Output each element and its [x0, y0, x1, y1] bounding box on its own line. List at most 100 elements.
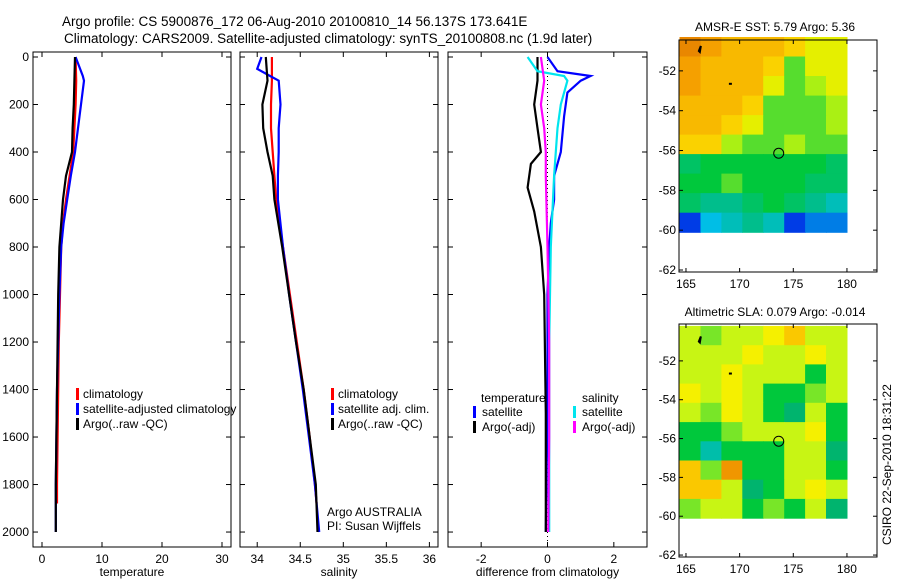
x-axis-label: temperature — [100, 565, 165, 579]
heatmap-cell — [742, 76, 764, 97]
map-title: AMSR-E SST: 5.79 Argo: 5.36 — [695, 20, 855, 34]
heatmap-cell — [742, 364, 764, 385]
heatmap-cell — [679, 212, 701, 233]
x-tick-label: 170 — [730, 562, 750, 576]
heatmap-cell — [763, 134, 785, 155]
heatmap-cell — [784, 37, 806, 58]
heatmap-cell — [805, 460, 827, 481]
y-tick-label: -62 — [659, 548, 677, 562]
x-tick-label: 0 — [544, 552, 551, 566]
heatmap-cell — [721, 154, 743, 175]
heatmap-cell — [805, 76, 827, 97]
heatmap-cell — [763, 115, 785, 136]
heatmap-cell — [784, 212, 806, 233]
y-tick-label: -56 — [659, 144, 677, 158]
heatmap-cell — [826, 76, 848, 97]
heatmap-cell — [826, 325, 848, 346]
figure-title-line2: Climatology: CARS2009. Satellite-adjuste… — [64, 31, 592, 46]
legend-label: Argo(..raw -QC) — [338, 417, 423, 431]
heatmap-cell — [742, 422, 764, 442]
heatmap-cell — [721, 460, 743, 481]
heatmap-cell — [721, 383, 743, 404]
heatmap-cell — [763, 95, 785, 116]
heatmap-cell — [784, 115, 806, 136]
heatmap-cell — [742, 402, 764, 423]
x-tick-label: -2 — [476, 552, 487, 566]
heatmap-cell — [784, 441, 806, 462]
heatmap-cell — [805, 325, 827, 346]
salinity-panel: 34 34.5 35 35.5 36 salinity climatologysatelli… — [239, 51, 439, 579]
float-position-marker — [773, 435, 785, 447]
heatmap-cell — [826, 422, 848, 442]
heatmap-cell — [763, 479, 785, 500]
y-tick-label: -62 — [659, 263, 677, 277]
legend-swatch — [573, 421, 576, 433]
y-tick-label: -58 — [659, 470, 677, 484]
heatmap-cell — [805, 37, 827, 58]
heatmap-cell — [700, 37, 722, 58]
legend-label: climatology — [83, 387, 143, 401]
map-frame — [678, 323, 878, 558]
heatmap-cell — [784, 422, 806, 442]
heatmap-cell — [721, 134, 743, 155]
x-axis-label: difference from climatology — [476, 565, 619, 579]
legend-header-salinity: salinity — [582, 391, 619, 405]
legend-label: satellite — [482, 405, 523, 419]
heatmap-cell — [742, 325, 764, 346]
island-marker — [728, 372, 732, 375]
heatmap-cell — [679, 56, 701, 77]
y-tick-label: 200 — [9, 97, 29, 111]
heatmap-cell — [826, 115, 848, 136]
heatmap-cell — [763, 325, 785, 346]
heatmap-cell — [805, 115, 827, 136]
heatmap-cell — [742, 498, 764, 519]
legend-label: satellite adj. clim. — [338, 402, 429, 416]
heatmap-cell — [805, 383, 827, 404]
heatmap-cell — [721, 37, 743, 58]
x-tick-label: 34 — [251, 552, 265, 566]
island-marker — [697, 336, 702, 345]
heatmap-cell — [742, 173, 764, 194]
float-position-marker — [773, 147, 785, 159]
heatmap-cell — [679, 115, 701, 136]
heatmap-cell — [700, 212, 722, 233]
heatmap-cell — [805, 345, 827, 365]
x-tick-label: 180 — [837, 562, 857, 576]
island-marker — [728, 82, 732, 85]
heatmap-cell — [742, 115, 764, 136]
heatmap-cell — [784, 498, 806, 519]
legend-swatch — [331, 388, 334, 400]
x-tick-label: 34.5 — [289, 552, 313, 566]
x-tick-label: 170 — [730, 277, 750, 291]
heatmap-cell — [721, 345, 743, 365]
heatmap-cell — [700, 402, 722, 423]
y-tick-label: -54 — [659, 393, 677, 407]
legend-swatch — [76, 403, 79, 415]
heatmap-cell — [805, 56, 827, 77]
heatmap-cell — [784, 95, 806, 116]
y-tick-label: 1200 — [2, 335, 29, 349]
legend-label: Argo(..raw -QC) — [83, 417, 168, 431]
heatmap-cell — [826, 154, 848, 175]
heatmap-cell — [763, 154, 785, 175]
heatmap-cell — [763, 460, 785, 481]
x-axis-label: salinity — [321, 565, 358, 579]
x-tick-label: 165 — [676, 277, 696, 291]
heatmap-cell — [700, 460, 722, 481]
heatmap-cell — [721, 76, 743, 97]
heatmap-cell — [763, 402, 785, 423]
heatmap-cell — [763, 193, 785, 214]
series-line-argo-raw-qc- — [54, 56, 77, 532]
heatmap-cell — [721, 173, 743, 194]
heatmap-cell — [826, 212, 848, 233]
heatmap-cell — [826, 134, 848, 155]
heatmap-cell — [700, 345, 722, 365]
heatmap-cell — [763, 498, 785, 519]
x-tick-label: 165 — [676, 562, 696, 576]
heatmap-cell — [721, 498, 743, 519]
heatmap-cell — [784, 345, 806, 365]
y-tick-label: -56 — [659, 432, 677, 446]
axes-frame — [32, 51, 232, 548]
heatmap-cell — [805, 193, 827, 214]
heatmap-cell — [742, 134, 764, 155]
